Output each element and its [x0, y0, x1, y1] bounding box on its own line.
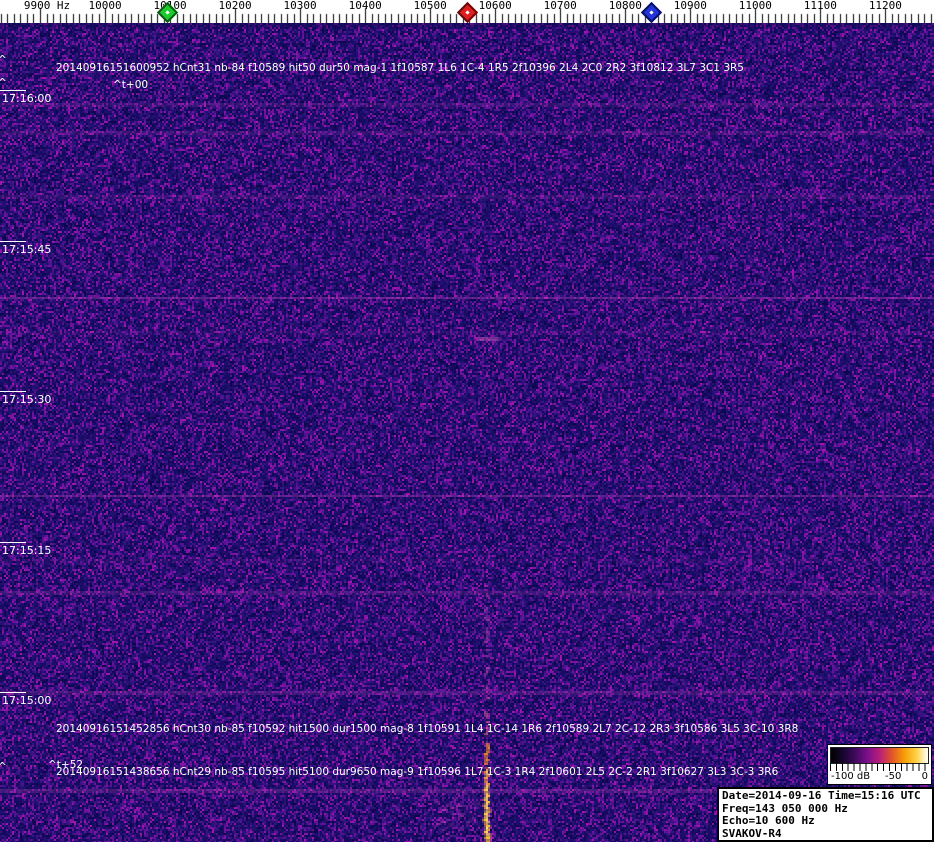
info-frequency: Freq=143 050 000 Hz	[722, 801, 848, 815]
colorbar-label-max: 0	[921, 771, 928, 782]
frequency-tick-label: 10800	[608, 0, 642, 12]
frequency-tick-label: 10600	[478, 0, 512, 12]
colorbar-label-min: -100 dB	[831, 771, 871, 782]
info-date-time: Date=2014-09-16 Time=15:16 UTC	[722, 789, 921, 802]
station-info-panel: Date=2014-09-16 Time=15:16 UTC Freq=143 …	[717, 787, 934, 842]
marker-center-dot	[165, 10, 170, 15]
colorbar-label-mid: -50	[885, 771, 902, 782]
signal-strength-colorbar: -100 dB -50 0	[827, 744, 932, 785]
frequency-tick-label: 10700	[543, 0, 577, 12]
colorbar-ticks	[830, 763, 929, 771]
frequency-tick-label: 10900	[673, 0, 707, 12]
frequency-tick-label: 10500	[413, 0, 447, 12]
marker-center-dot	[649, 10, 654, 15]
info-echo-frequency: Echo=10 600 Hz	[722, 814, 815, 827]
frequency-tick-label: 10300	[283, 0, 317, 12]
frequency-tick-label: 11100	[803, 0, 837, 12]
frequency-ruler[interactable]: 9900 Hz100001010010200103001040010500106…	[0, 0, 934, 24]
frequency-tick-label: 11000	[738, 0, 772, 12]
colorbar-gradient	[830, 747, 929, 764]
frequency-tick-label: 10400	[348, 0, 382, 12]
marker-center-dot	[465, 10, 470, 15]
spectrogram-waterfall[interactable]	[0, 23, 934, 842]
frequency-tick-label: 10000	[88, 0, 122, 12]
info-station-id: SVAKOV-R4	[722, 826, 782, 840]
frequency-tick-label: 11200	[868, 0, 902, 12]
frequency-tick-label: 9900 Hz	[23, 0, 71, 12]
frequency-tick-label: 10200	[218, 0, 252, 12]
